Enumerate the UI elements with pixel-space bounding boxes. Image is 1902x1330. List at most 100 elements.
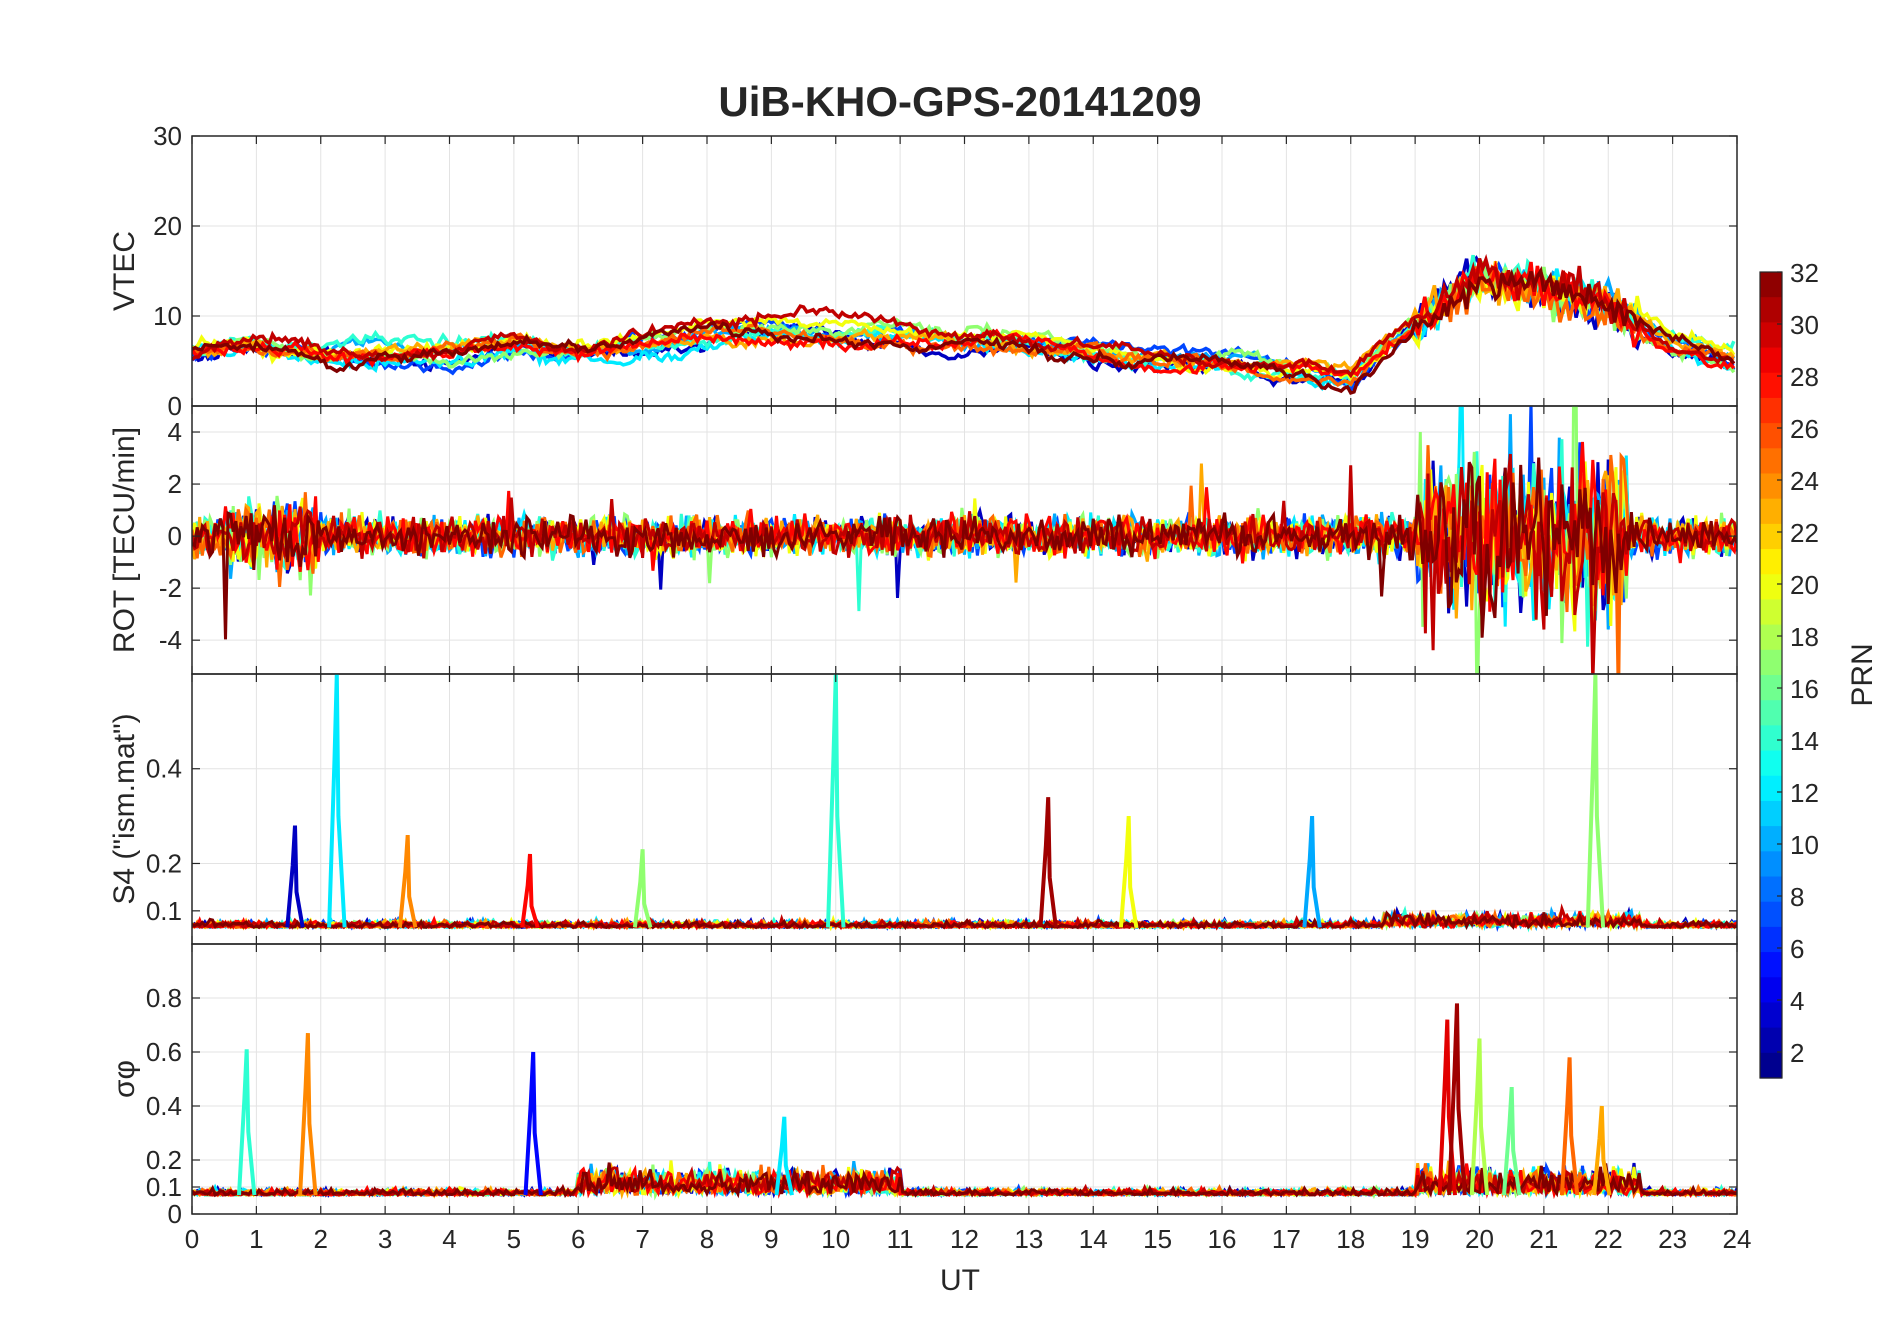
x-tick-label: 23 xyxy=(1658,1224,1687,1254)
colorbar-swatch xyxy=(1760,977,1782,1004)
sigma_phi-spike xyxy=(237,1049,257,1196)
y-tick-label: 0 xyxy=(168,521,182,551)
rot-trace-prn-32 xyxy=(192,457,1737,640)
s4-spike xyxy=(1038,797,1058,928)
y-tick-label: 10 xyxy=(153,301,182,331)
sigma_phi-spike xyxy=(1469,1038,1490,1196)
colorbar-swatch xyxy=(1760,952,1782,978)
colorbar-swatch xyxy=(1760,297,1782,323)
sigma_phi-spike xyxy=(523,1051,543,1196)
rot-trace-prn-30 xyxy=(192,453,1737,674)
colorbar-swatch xyxy=(1760,775,1782,802)
colorbar-swatch xyxy=(1760,448,1782,475)
s4-spike xyxy=(285,825,305,928)
colorbar-swatch xyxy=(1760,599,1782,626)
y-tick-label: 0.8 xyxy=(146,983,182,1013)
x-tick-label: 4 xyxy=(442,1224,456,1254)
x-tick-label: 24 xyxy=(1723,1224,1752,1254)
y-tick-label: 0.4 xyxy=(146,1091,182,1121)
colorbar-swatch xyxy=(1760,851,1782,878)
colorbar-tick-label: 30 xyxy=(1790,310,1819,340)
x-tick-label: 21 xyxy=(1529,1224,1558,1254)
y-tick-label: 0.6 xyxy=(146,1037,182,1067)
x-tick-label: 1 xyxy=(249,1224,263,1254)
y-axis-label-sigma_phi: σφ xyxy=(108,1060,141,1098)
y-tick-label: -2 xyxy=(159,573,182,603)
colorbar-swatch xyxy=(1760,901,1782,928)
panel-rot: -4 -2 0 2 4 ROT [TECU/min] xyxy=(108,405,1738,675)
y-tick-label: 20 xyxy=(153,211,182,241)
colorbar-swatch xyxy=(1760,750,1782,777)
y-axis-label-s4: S4 ("ism.mat") xyxy=(108,713,141,904)
x-tick-label: 6 xyxy=(571,1224,585,1254)
colorbar-tick-label: 12 xyxy=(1790,778,1819,808)
colorbar-tick-label: 32 xyxy=(1790,258,1819,288)
colorbar-swatch xyxy=(1760,876,1782,903)
colorbar-tick-label: 10 xyxy=(1790,830,1819,860)
y-axis-label-vtec: VTEC xyxy=(108,231,141,311)
s4-spike xyxy=(397,834,418,928)
colorbar-swatch xyxy=(1760,372,1782,399)
x-tick-label: 9 xyxy=(764,1224,778,1254)
y-tick-label: 0.1 xyxy=(146,1172,182,1202)
colorbar-tick-label: 18 xyxy=(1790,622,1819,652)
y-tick-label: 4 xyxy=(168,417,182,447)
s4-spike xyxy=(520,853,540,928)
y-tick-label: 30 xyxy=(153,121,182,151)
x-tick-label: 0 xyxy=(185,1224,199,1254)
colorbar-swatch xyxy=(1760,347,1782,374)
sigma_phi-spike xyxy=(1559,1057,1580,1196)
s4-trace-prn-32 xyxy=(192,908,1737,931)
y-tick-label: 0.2 xyxy=(146,848,182,878)
x-tick-label: 22 xyxy=(1594,1224,1623,1254)
colorbar-swatch xyxy=(1760,624,1782,651)
x-tick-label: 11 xyxy=(887,1224,914,1254)
colorbar-tick-label: 2 xyxy=(1790,1038,1804,1068)
sigma_phi-spike xyxy=(1502,1086,1522,1196)
colorbar-swatch xyxy=(1760,272,1782,298)
y-tick-label: 0.1 xyxy=(146,896,182,926)
vtec-trace-prn-32 xyxy=(192,265,1736,395)
data-traces-vtec xyxy=(192,253,1736,395)
colorbar-tick-label: 4 xyxy=(1790,986,1804,1016)
colorbar-frame xyxy=(1759,271,1783,1079)
s4-spike xyxy=(632,849,653,928)
colorbar-label: PRN xyxy=(1846,643,1879,706)
x-tick-label: 10 xyxy=(821,1224,850,1254)
x-tick-label: 14 xyxy=(1079,1224,1108,1254)
s4-spike xyxy=(1118,815,1139,928)
colorbar-swatch xyxy=(1760,549,1782,575)
colorbar-tick-label: 26 xyxy=(1790,414,1819,444)
colorbar-swatch xyxy=(1760,498,1782,525)
y-tick-label: 0.2 xyxy=(146,1145,182,1175)
y-tick-label: 0.4 xyxy=(146,754,182,784)
colorbar-swatch xyxy=(1760,700,1782,726)
colorbar-tick-label: 28 xyxy=(1790,362,1819,392)
s4-spike xyxy=(1585,674,1606,928)
data-traces-sigma_phi xyxy=(192,1003,1737,1201)
colorbar-tick-label: 14 xyxy=(1790,726,1819,756)
colorbar-tick-label: 8 xyxy=(1790,882,1804,912)
colorbar-swatch xyxy=(1760,322,1782,349)
colorbar-tick-label: 20 xyxy=(1790,570,1819,600)
x-tick-label: 12 xyxy=(950,1224,979,1254)
colorbar-swatch xyxy=(1760,473,1782,500)
chart-title: UiB-KHO-GPS-20141209 xyxy=(718,78,1201,125)
colorbar-tick-label: 16 xyxy=(1790,674,1819,704)
y-tick-label: 0 xyxy=(168,1199,182,1229)
x-tick-label: 18 xyxy=(1336,1224,1365,1254)
panel-s4: 0.1 0.2 0.4S4 ("ism.mat") xyxy=(108,673,1738,945)
x-tick-label: 5 xyxy=(507,1224,521,1254)
colorbar-swatch xyxy=(1760,523,1782,550)
x-tick-label: 20 xyxy=(1465,1224,1494,1254)
colorbar-swatch xyxy=(1760,1052,1782,1079)
data-traces-rot xyxy=(192,406,1737,674)
sigma_phi-spike xyxy=(1447,1003,1467,1196)
x-tick-label: 13 xyxy=(1014,1224,1043,1254)
y-axis-label-rot: ROT [TECU/min] xyxy=(108,427,141,653)
colorbar-swatch xyxy=(1760,649,1782,676)
